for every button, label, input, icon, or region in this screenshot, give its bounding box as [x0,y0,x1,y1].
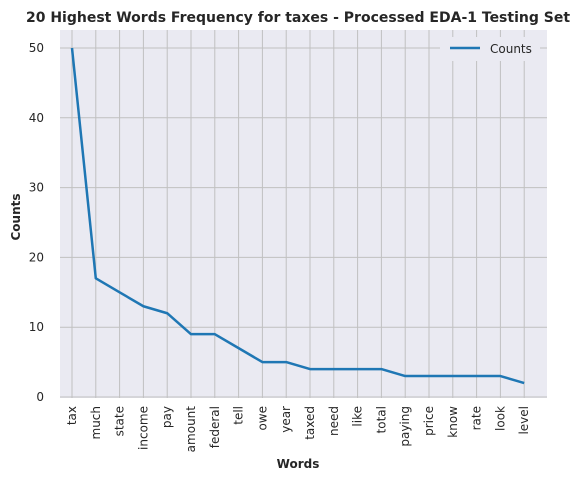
x-tick-label: owe [255,406,269,431]
y-tick-label: 50 [29,41,44,55]
y-tick-label: 30 [29,181,44,195]
y-tick-label: 10 [29,320,44,334]
y-tick-label: 20 [29,250,44,264]
x-tick-label: state [113,406,127,436]
x-tick-label: level [517,406,531,435]
x-tick-label: look [493,406,507,431]
series-line [70,47,525,385]
chart-title: 20 Highest Words Frequency for taxes - P… [26,10,570,26]
x-tick-label: paying [398,406,412,447]
x-tick-label: much [89,406,103,440]
x-tick-label: like [351,406,365,427]
x-tick-label: tell [232,406,246,425]
x-tick-label: rate [470,406,484,430]
x-tick-label: total [374,406,388,433]
x-tick-label: amount [184,406,198,453]
x-tick-label: federal [208,406,222,448]
x-tick-label: need [327,406,341,436]
x-tick-label: price [422,406,436,436]
x-axis: tax much state income pay amount federal tell ow… [65,406,531,453]
x-axis-label: Words [277,457,320,471]
x-tick-label: year [279,406,293,433]
grid [60,30,547,398]
legend: Counts [440,37,540,61]
x-tick-label: know [446,406,460,438]
plot-area [60,30,547,398]
x-tick-label: taxed [303,406,317,440]
x-tick-label: tax [65,406,79,425]
series-group [70,47,525,385]
y-axis-label: Counts [9,193,23,240]
y-tick-label: 0 [36,390,44,404]
x-tick-label: income [136,406,150,450]
x-tick-label: pay [160,406,174,428]
legend-label: Counts [490,42,532,56]
y-axis: 0 10 20 30 40 50 [29,41,44,404]
y-tick-label: 40 [29,111,44,125]
